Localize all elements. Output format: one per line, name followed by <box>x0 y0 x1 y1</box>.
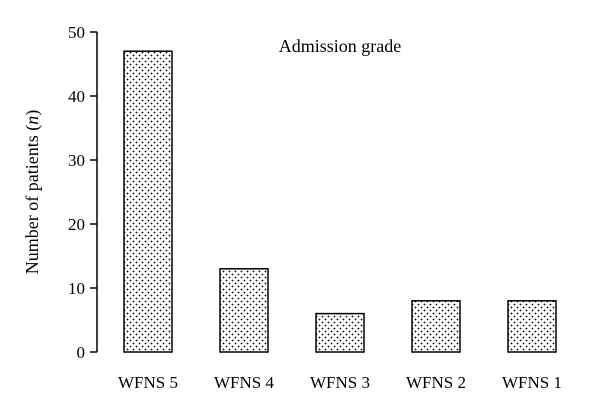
bar-wfns-5 <box>123 50 173 353</box>
bar-wfns-3 <box>315 312 365 353</box>
x-tick-label: WFNS 1 <box>502 373 562 392</box>
bar-wfns-1 <box>507 300 557 353</box>
y-tick-label: 50 <box>68 23 85 42</box>
x-tick-label: WFNS 5 <box>118 373 178 392</box>
x-tick-label: WFNS 2 <box>406 373 466 392</box>
y-axis-label-text: Number of patients ( <box>22 125 43 274</box>
y-axis: 0 10 20 30 40 50 <box>68 23 98 362</box>
x-tick-label: WFNS 4 <box>214 373 274 392</box>
x-tick-label: WFNS 3 <box>310 373 370 392</box>
y-tick-label: 10 <box>68 279 85 298</box>
y-tick-label: 20 <box>68 215 85 234</box>
bar-wfns-2 <box>411 300 461 353</box>
y-tick-label: 30 <box>68 151 85 170</box>
y-tick-label: 40 <box>68 87 85 106</box>
y-ticks: 0 10 20 30 40 50 <box>68 23 97 362</box>
y-axis-label-var: n <box>22 116 42 125</box>
chart-title: Admission grade <box>279 36 401 56</box>
bars <box>123 50 557 353</box>
y-tick-label: 0 <box>77 343 86 362</box>
y-axis-label-end: ) <box>22 110 43 116</box>
x-tick-labels: WFNS 5 WFNS 4 WFNS 3 WFNS 2 WFNS 1 <box>118 373 562 392</box>
bar-wfns-4 <box>219 268 269 353</box>
y-axis-label: Number of patients (n) <box>22 110 43 274</box>
